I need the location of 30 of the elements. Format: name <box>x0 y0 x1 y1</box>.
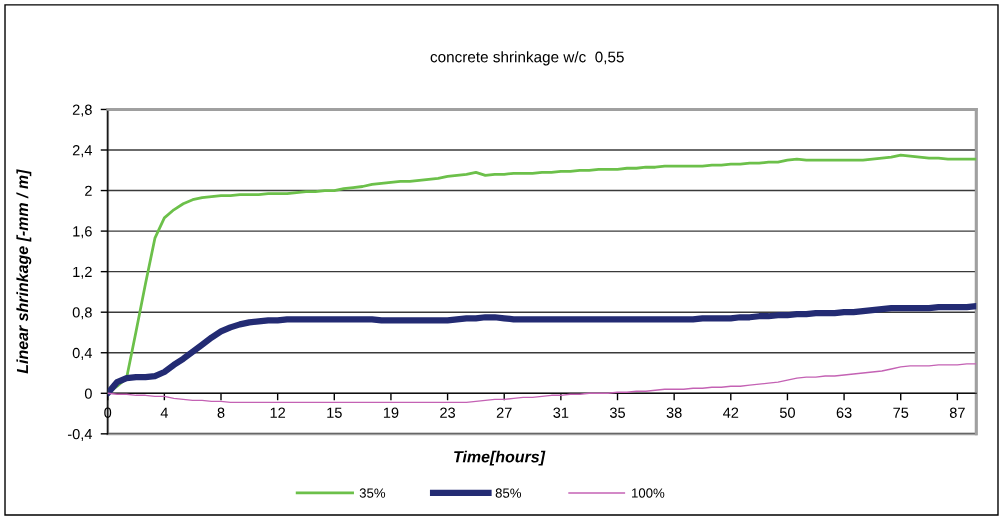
y-tick-label: 1,2 <box>73 266 92 279</box>
x-tick-label: 27 <box>496 407 512 418</box>
x-tick-label: 87 <box>949 407 965 418</box>
y-tick-label: 2,4 <box>72 145 93 158</box>
x-tick-label: 4 <box>160 407 168 418</box>
legend-label: 85% <box>495 488 522 498</box>
y-tick-label: 1,6 <box>73 226 92 239</box>
legend-label: 100% <box>632 488 665 498</box>
x-tick-label: 50 <box>779 407 795 418</box>
y-tick-label: 2 <box>85 185 92 196</box>
x-tick-label: 35 <box>609 407 626 418</box>
y-tick-label: 2,8 <box>72 104 92 117</box>
y-tick-label: 0,4 <box>72 347 93 360</box>
y-axis-title: Linear shrinkage [-mm / m] <box>16 169 32 374</box>
x-tick-label: 42 <box>723 407 739 418</box>
y-tick-label: 0,8 <box>72 307 92 320</box>
x-tick-label: 31 <box>553 407 569 418</box>
x-tick-label: 63 <box>836 407 852 418</box>
chart-title: concrete shrinkage w/c 0,55 <box>430 51 624 66</box>
y-tick-label: 0 <box>84 388 92 399</box>
x-tick-label: 38 <box>666 407 682 418</box>
legend-label: 35% <box>359 488 386 498</box>
x-tick-label: 19 <box>383 407 399 418</box>
y-tick-label: -0,4 <box>67 428 93 441</box>
x-tick-label: 23 <box>440 407 456 418</box>
x-axis-title: Time[hours] <box>454 450 546 466</box>
x-tick-label: 8 <box>217 407 225 418</box>
x-tick-label: 15 <box>327 407 342 418</box>
x-tick-label: 12 <box>270 407 286 418</box>
x-tick-label: 75 <box>893 407 909 418</box>
